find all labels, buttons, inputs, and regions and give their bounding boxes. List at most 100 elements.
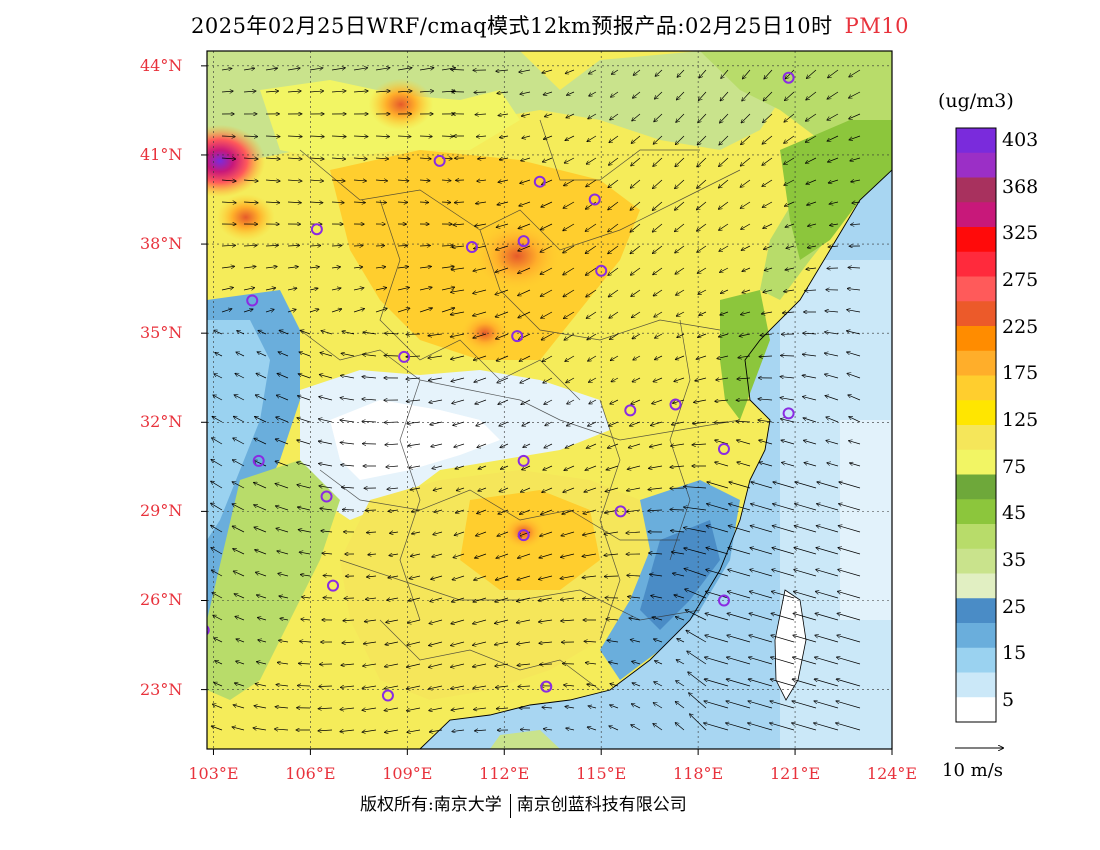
wind-arrow <box>388 510 399 511</box>
wind-arrow <box>567 399 575 404</box>
wind-arrow <box>633 355 641 360</box>
wind-arrow <box>213 395 223 401</box>
wind-arrow <box>704 679 729 687</box>
wind-arrow <box>235 374 245 379</box>
colorbar-label: 25 <box>1002 595 1027 618</box>
wind-arrow <box>750 548 773 555</box>
colorbar-swatch <box>956 227 996 253</box>
wind-arrow <box>728 548 751 555</box>
city-markers <box>207 71 795 702</box>
wind-arrow <box>793 635 817 643</box>
wind-arrow <box>729 504 751 511</box>
wind-arrow <box>397 287 409 291</box>
wind-arrow <box>544 729 553 730</box>
wind-arrow <box>675 267 685 274</box>
wind-arrow <box>583 531 597 535</box>
wind-arrow <box>298 396 311 401</box>
wind-arrow <box>585 465 597 470</box>
wind-arrow <box>518 289 531 296</box>
coastline <box>419 169 892 749</box>
wind-arrow <box>611 91 619 97</box>
wind-arrow <box>256 373 267 379</box>
wind-arrow <box>221 287 233 291</box>
wind-arrow <box>276 439 289 445</box>
wind-arrow <box>385 641 399 645</box>
wind-arrow <box>849 69 861 77</box>
wind-arrow <box>715 462 729 467</box>
wind-arrow <box>368 554 377 555</box>
wind-arrow <box>837 613 861 621</box>
wind-arrow <box>221 245 235 246</box>
wind-arrow <box>564 157 575 163</box>
wind-arrow <box>517 575 531 580</box>
wind-arrow <box>409 575 421 579</box>
wind-arrow <box>243 158 258 159</box>
pollution-hotspot <box>501 514 547 551</box>
wind-arrow <box>815 613 839 621</box>
wind-arrow <box>254 527 267 533</box>
wind-arrow <box>707 504 729 511</box>
wind-arrow <box>803 354 817 356</box>
wind-arrow <box>567 421 575 426</box>
wind-arrow <box>429 619 443 624</box>
wind-arrow <box>741 113 751 123</box>
wind-arrow <box>628 597 641 598</box>
wind-arrow <box>331 245 342 246</box>
colorbar-swatch <box>956 375 996 401</box>
wind-arrow <box>632 661 641 664</box>
wind-arrow <box>772 526 795 533</box>
wind-arrow <box>407 685 421 689</box>
wind-arrow <box>758 420 773 422</box>
wind-arrow <box>243 136 257 137</box>
city-marker <box>517 235 530 248</box>
wind-arrow <box>397 202 407 203</box>
city-marker <box>717 443 730 456</box>
wind-arrow <box>287 245 299 246</box>
city-marker <box>595 264 608 277</box>
wind-arrow <box>728 591 751 599</box>
wind-arrow <box>213 615 223 621</box>
wind-arrow <box>565 707 575 708</box>
wind-arrow <box>473 663 487 667</box>
wind-arrow <box>719 245 729 251</box>
wind-arrow <box>563 267 575 275</box>
wind-arrow <box>397 91 412 92</box>
city-marker <box>717 594 730 607</box>
wind-arrow <box>474 377 487 382</box>
colorbar-label: 275 <box>1002 269 1039 291</box>
wind-arrow <box>720 91 729 101</box>
lat-label: 29°N <box>140 501 183 521</box>
wind-arrow <box>521 399 531 404</box>
wind-arrow <box>500 443 509 447</box>
wind-arrow <box>750 526 773 533</box>
wind-arrow <box>696 355 707 359</box>
wind-arrow <box>221 158 235 159</box>
wind-arrow <box>653 179 663 188</box>
wind-arrow <box>520 179 531 183</box>
wind-arrow <box>677 69 685 77</box>
wind-arrow <box>258 331 267 335</box>
wind-arrow <box>804 440 817 445</box>
wind-arrow <box>649 553 663 554</box>
wind-arrow <box>397 136 411 137</box>
wind-arrow <box>265 180 280 181</box>
wind-arrow <box>214 683 223 687</box>
wind-arrow <box>375 308 387 313</box>
wind-arrow <box>748 723 773 731</box>
wind-arrow <box>719 201 729 209</box>
wind-arrow <box>763 290 773 292</box>
wind-arrow <box>297 485 311 489</box>
wind-arrow <box>741 223 751 229</box>
wind-arrow <box>675 723 685 731</box>
pollution-hotspot <box>459 312 511 354</box>
colorbar-label: 125 <box>1002 409 1039 431</box>
wind-arrow <box>397 68 412 70</box>
wind-arrow <box>386 466 399 467</box>
city-marker <box>624 404 637 417</box>
wind-arrow <box>720 311 729 315</box>
wind-arrow <box>331 267 340 268</box>
wind-arrow <box>673 399 685 403</box>
wind-arrow <box>233 549 245 555</box>
wind-arrow <box>322 553 333 554</box>
wind-arrow <box>785 268 795 270</box>
